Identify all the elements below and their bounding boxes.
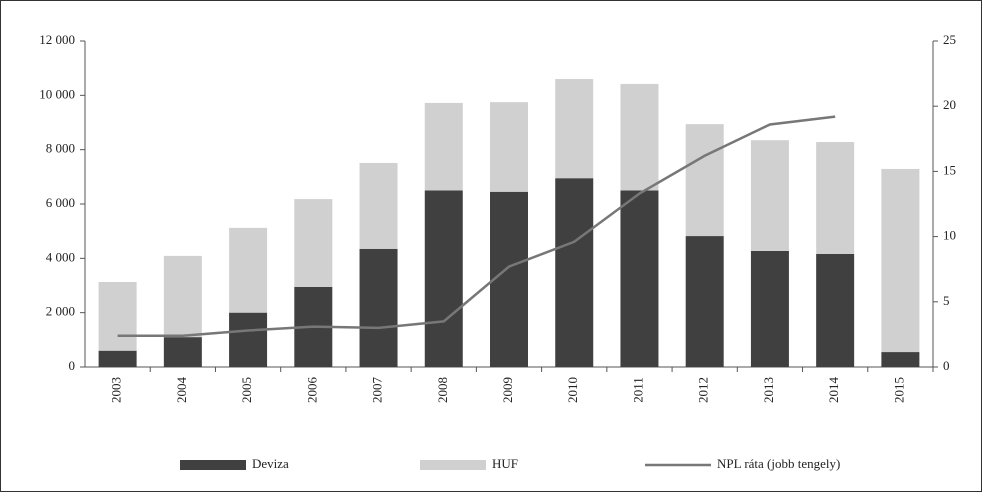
bar-segment <box>620 190 659 367</box>
x-tick-label: 2004 <box>174 377 189 404</box>
bar-segment <box>816 253 855 367</box>
x-tick-label: 2011 <box>630 377 645 403</box>
y2-tick-label: 5 <box>943 293 950 308</box>
x-tick-label: 2006 <box>304 377 319 404</box>
bar-segment <box>816 142 855 254</box>
bar-segment <box>359 248 398 367</box>
bar-segment <box>98 281 137 351</box>
bar-segment <box>620 83 659 191</box>
y2-tick-label: 0 <box>943 358 950 373</box>
y-tick-label: 4 000 <box>46 249 75 264</box>
bar-segment <box>555 178 594 367</box>
y2-tick-label: 20 <box>943 97 956 112</box>
bar-segment <box>163 255 202 338</box>
x-tick-label: 2013 <box>761 377 776 403</box>
bar-segment <box>881 352 920 367</box>
bar-segment <box>229 312 268 367</box>
legend-swatch <box>420 460 486 470</box>
line-series <box>117 115 836 337</box>
x-tick-label: 2015 <box>891 377 906 403</box>
bar-segment <box>424 190 463 367</box>
x-tick-label: 2014 <box>826 377 841 404</box>
x-tick-label: 2008 <box>435 377 450 403</box>
bar-segment <box>490 102 528 192</box>
bar-segment <box>294 199 333 287</box>
y-tick-label: 12 000 <box>39 32 75 47</box>
y2-tick-label: 15 <box>943 162 956 177</box>
x-tick-label: 2007 <box>370 377 385 404</box>
y-tick-label: 8 000 <box>46 141 75 156</box>
x-tick-label: 2012 <box>696 377 711 403</box>
y-tick-label: 10 000 <box>39 86 75 101</box>
legend-label: Deviza <box>252 456 289 471</box>
bar-segment <box>685 236 724 367</box>
bar-segment <box>750 250 789 367</box>
x-tick-label: 2005 <box>239 377 254 403</box>
y2-tick-label: 10 <box>943 228 956 243</box>
x-tick-label: 2003 <box>109 377 124 403</box>
legend-label: NPL ráta (jobb tengely) <box>717 456 840 471</box>
legend-swatch <box>180 460 246 470</box>
y-tick-label: 6 000 <box>46 195 75 210</box>
bar-segment <box>881 168 920 353</box>
bar-segment <box>555 79 594 179</box>
y-tick-label: 0 <box>69 358 76 373</box>
bar-segment <box>229 227 268 313</box>
bar-segment <box>424 102 463 191</box>
bar-segment <box>163 337 202 367</box>
bar-segment <box>490 191 528 367</box>
x-tick-label: 2010 <box>565 377 580 403</box>
bar-segment <box>98 350 137 367</box>
y-tick-label: 2 000 <box>46 304 75 319</box>
legend-label: HUF <box>492 456 518 471</box>
x-tick-label: 2009 <box>500 377 515 403</box>
bar-segment <box>750 140 789 251</box>
y2-tick-label: 25 <box>943 32 956 47</box>
bar-segment <box>359 162 398 249</box>
bar-segment <box>685 124 724 237</box>
